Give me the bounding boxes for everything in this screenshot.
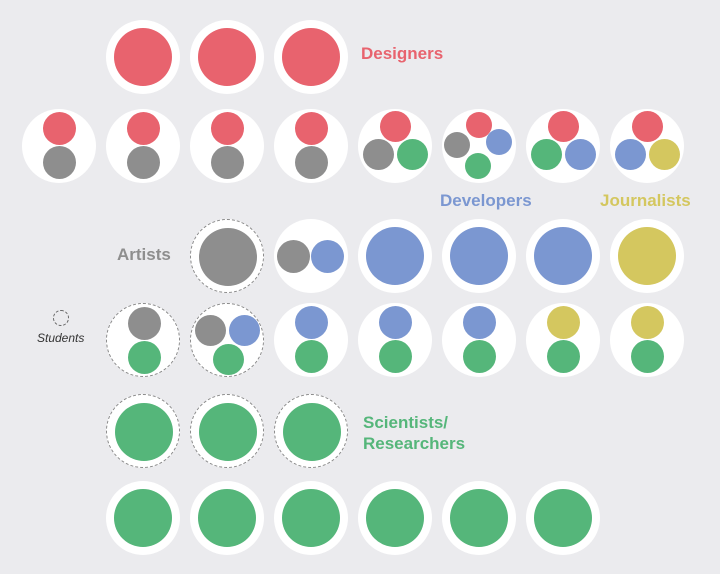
designers-dot: [631, 110, 663, 142]
scientists-dot: [630, 339, 664, 373]
person-node: [274, 109, 348, 183]
scientists-dot: [534, 489, 592, 547]
developers-dot: [310, 239, 344, 273]
person-node: [274, 394, 348, 468]
scientists-dot: [198, 489, 256, 547]
journalists-dot: [630, 305, 664, 339]
person-node: [106, 20, 180, 94]
person-node: [358, 219, 432, 293]
label-artists: Artists: [117, 245, 171, 264]
scientists-dot: [282, 489, 340, 547]
person-node: [190, 219, 264, 293]
designers-dot: [42, 111, 76, 145]
person-node: [526, 109, 600, 183]
artists-dot: [194, 314, 226, 346]
person-node: [526, 303, 600, 377]
person-node: [274, 303, 348, 377]
person-node: [274, 20, 348, 94]
scientists-dot: [462, 339, 496, 373]
developers-dot: [378, 305, 412, 339]
person-node: [610, 303, 684, 377]
developers-dot: [294, 305, 328, 339]
person-node: [442, 109, 516, 183]
scientists-dot: [378, 339, 412, 373]
developers-dot: [564, 138, 596, 170]
designers-dot: [198, 28, 256, 86]
developers-dot: [366, 227, 424, 285]
designers-dot: [114, 28, 172, 86]
artists-dot: [210, 145, 244, 179]
journalists-dot: [648, 138, 680, 170]
label-developers: Developers: [440, 191, 532, 210]
person-node: [106, 481, 180, 555]
developers-dot: [450, 227, 508, 285]
person-node: [442, 219, 516, 293]
journalists-dot: [618, 227, 676, 285]
label-designers: Designers: [361, 44, 444, 63]
scientists-dot: [450, 489, 508, 547]
scientists-dot: [127, 340, 161, 374]
scientists-dot: [212, 343, 244, 375]
person-node: [358, 109, 432, 183]
label-journalists: Journalists: [600, 191, 691, 210]
scientists-dot: [114, 489, 172, 547]
artists-dot: [276, 239, 310, 273]
person-node: [610, 219, 684, 293]
artists-dot: [199, 228, 257, 286]
person-node: [190, 109, 264, 183]
person-node: [274, 481, 348, 555]
person-node: [22, 109, 96, 183]
person-node: [106, 303, 180, 377]
artists-dot: [126, 145, 160, 179]
person-node: [442, 303, 516, 377]
developers-dot: [614, 138, 646, 170]
scientists-dot: [530, 138, 562, 170]
person-node: [358, 303, 432, 377]
person-node: [190, 20, 264, 94]
scientists-dot: [546, 339, 580, 373]
artists-dot: [294, 145, 328, 179]
scientists-dot: [294, 339, 328, 373]
designers-dot: [282, 28, 340, 86]
artists-dot: [444, 132, 470, 158]
person-node: [190, 394, 264, 468]
designers-dot: [210, 111, 244, 145]
person-node: [442, 481, 516, 555]
designers-dot: [126, 111, 160, 145]
designers-dot: [294, 111, 328, 145]
artists-dot: [127, 306, 161, 340]
person-node: [526, 481, 600, 555]
person-node: [190, 303, 264, 377]
person-node: [106, 109, 180, 183]
designers-dot: [547, 110, 579, 142]
person-node: [358, 481, 432, 555]
person-node: [610, 109, 684, 183]
scientists-dot: [396, 138, 428, 170]
scientists-dot: [366, 489, 424, 547]
developers-dot: [462, 305, 496, 339]
person-node: [106, 394, 180, 468]
developers-dot: [486, 129, 512, 155]
journalists-dot: [546, 305, 580, 339]
scientists-dot: [199, 403, 257, 461]
artists-dot: [362, 138, 394, 170]
designers-dot: [379, 110, 411, 142]
legend-students: Students: [37, 331, 85, 345]
label-scientists: Scientists/ Researchers: [363, 413, 466, 453]
scientists-dot: [465, 153, 491, 179]
person-node: [190, 481, 264, 555]
developers-dot: [228, 314, 260, 346]
artists-dot: [42, 145, 76, 179]
scientists-dot: [115, 403, 173, 461]
scientists-dot: [283, 403, 341, 461]
students-legend-icon: [53, 310, 69, 326]
person-node: [526, 219, 600, 293]
person-node: [274, 219, 348, 293]
developers-dot: [534, 227, 592, 285]
